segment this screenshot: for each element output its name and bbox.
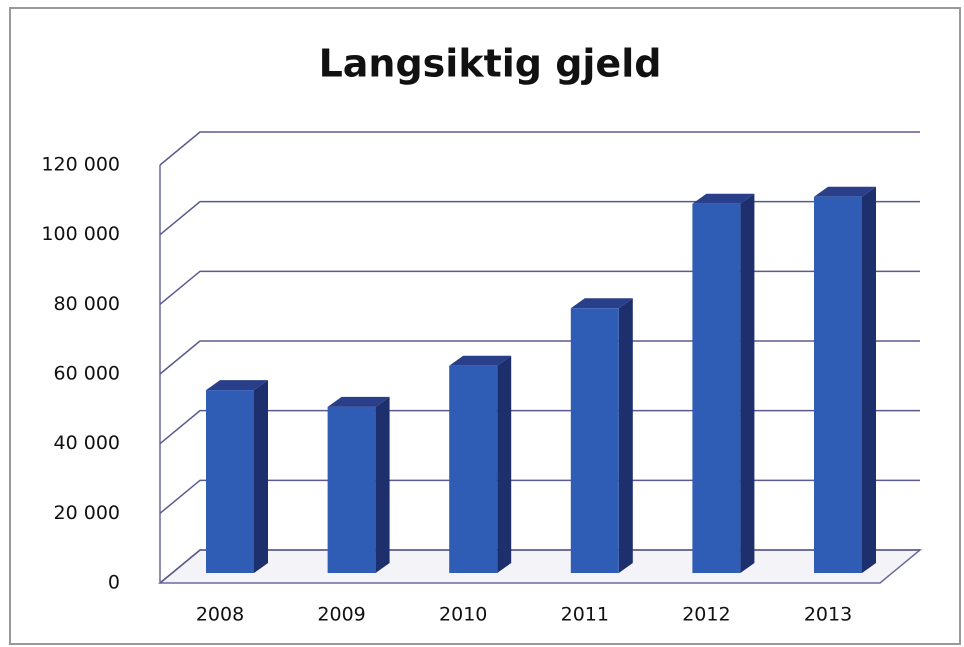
- x-tick-label: 2010: [439, 604, 487, 626]
- bar-top: [206, 380, 268, 391]
- grid-line: [159, 270, 920, 305]
- bar: [692, 193, 755, 573]
- bar-front: [814, 196, 862, 574]
- bar: [570, 298, 633, 573]
- bar: [449, 355, 512, 573]
- grid-line: [159, 340, 920, 375]
- bar-side: [862, 186, 876, 574]
- grid-line: [159, 409, 920, 445]
- x-tick-label: 2012: [682, 604, 730, 626]
- bar-front: [449, 365, 498, 573]
- y-tick-label: 40 000: [54, 432, 120, 454]
- x-tick-label: 2011: [561, 604, 609, 626]
- grid-line: [159, 200, 920, 236]
- bar-side: [254, 380, 268, 573]
- chart-frame: [9, 7, 961, 645]
- floor: [157, 549, 923, 584]
- bar-side: [497, 355, 512, 573]
- bar: [327, 396, 390, 573]
- bar: [206, 380, 268, 573]
- bar-front: [327, 406, 376, 573]
- bar-top: [692, 193, 755, 204]
- bar-side: [375, 396, 390, 573]
- y-tick-label: 60 000: [54, 363, 120, 385]
- bar-front: [570, 308, 619, 573]
- chart-title: Langsiktig gjeld: [319, 42, 662, 86]
- grid-line: [159, 131, 920, 166]
- y-tick-label: 120 000: [41, 154, 120, 176]
- bar-top: [814, 186, 876, 197]
- x-tick-label: 2009: [317, 604, 365, 626]
- bar-side: [740, 193, 755, 573]
- x-tick-label: 2013: [804, 604, 852, 626]
- bar-front: [692, 203, 741, 573]
- bar-top: [449, 355, 512, 366]
- x-tick-label: 2008: [196, 604, 244, 626]
- y-tick-label: 0: [108, 572, 120, 594]
- grid-line: [159, 479, 920, 514]
- y-tick-label: 80 000: [54, 293, 120, 315]
- bar-top: [570, 298, 633, 309]
- bar-top: [327, 396, 390, 407]
- y-tick-label: 20 000: [54, 502, 120, 524]
- bar: [814, 186, 876, 574]
- bar-front: [206, 390, 254, 573]
- bar-side: [618, 298, 633, 573]
- y-tick-label: 100 000: [41, 223, 120, 245]
- grid-line: [159, 549, 920, 584]
